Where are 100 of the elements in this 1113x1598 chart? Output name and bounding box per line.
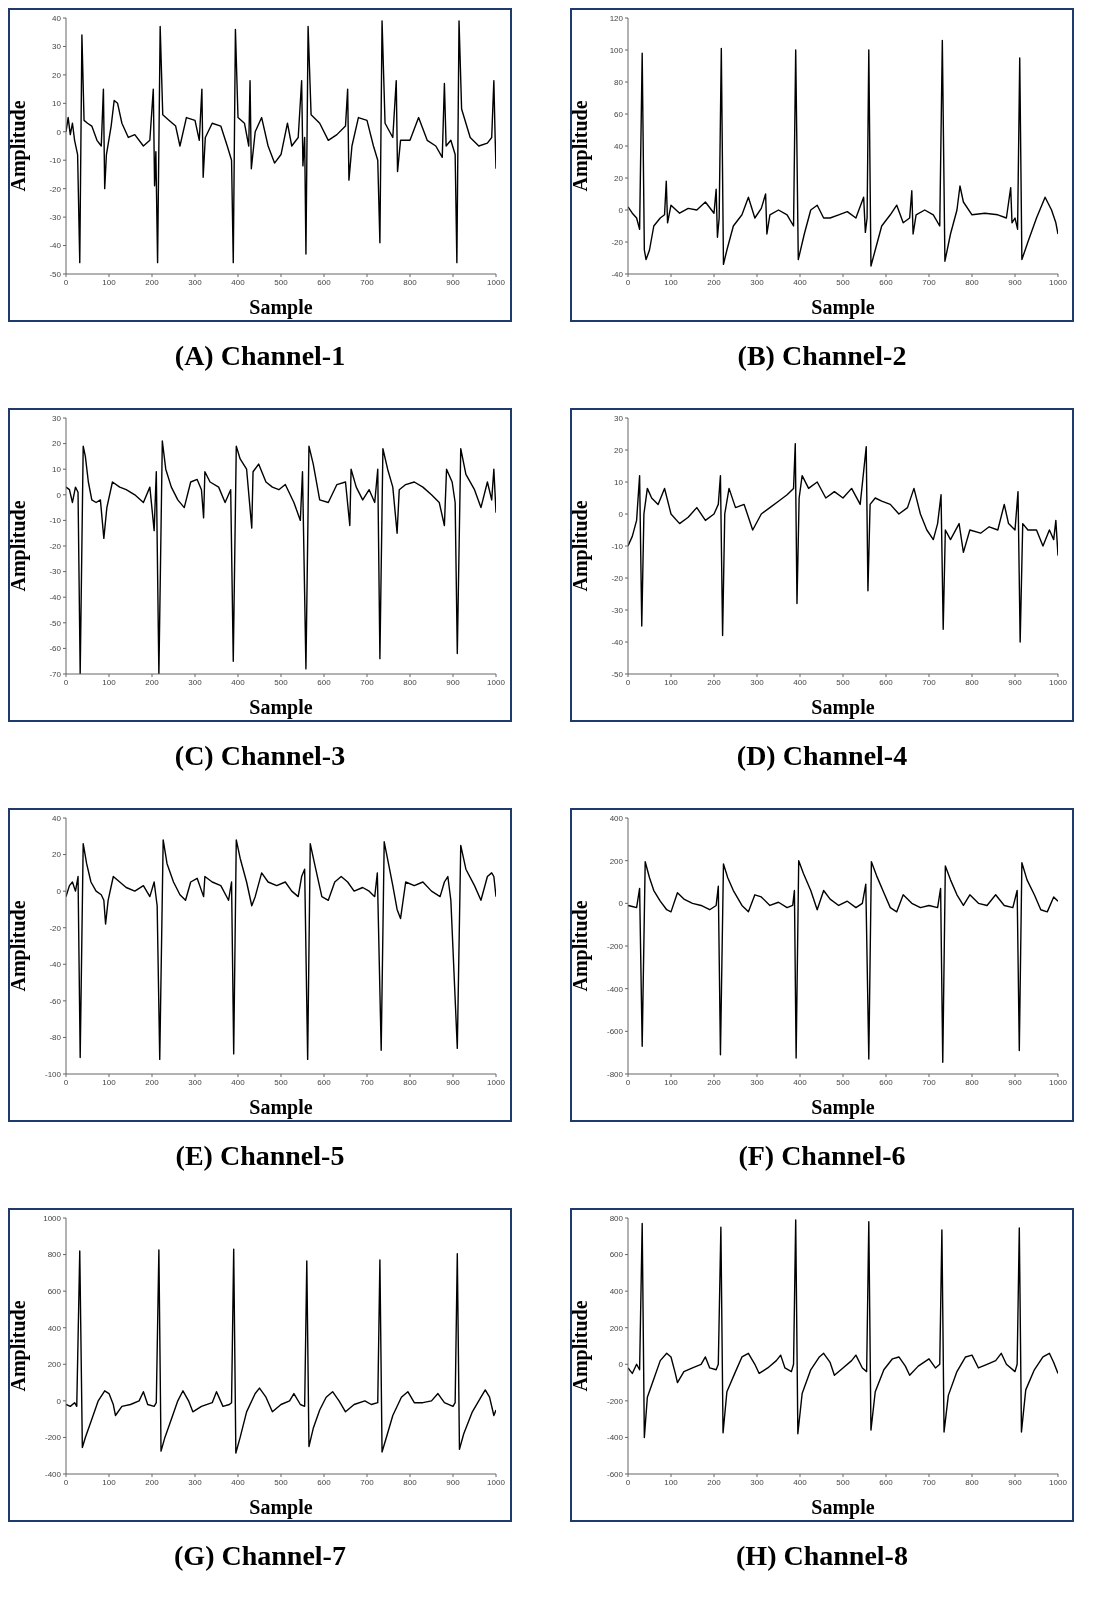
y-tick-label: 20 — [614, 445, 624, 455]
y-tick-label: -50 — [611, 669, 624, 679]
y-tick-label: -60 — [49, 996, 62, 1006]
x-tick-label: 800 — [965, 1477, 980, 1487]
y-tick-label: -10 — [49, 156, 62, 166]
text: (H) Channel-8 — [735, 1540, 909, 1573]
y-tick-label: 200 — [47, 1360, 62, 1370]
x-tick-label: 900 — [1008, 677, 1023, 687]
x-tick-label: 900 — [1008, 1077, 1023, 1087]
text: (A) Channel-1 — [173, 340, 347, 373]
x-tick-label: 600 — [317, 1477, 332, 1487]
y-tick-label: 30 — [52, 42, 62, 52]
y-tick-label: -400 — [44, 1469, 62, 1479]
y-axis-title: Amplitude — [569, 1300, 593, 1392]
x-tick-label: 400 — [793, 1477, 808, 1487]
y-tick-label: -100 — [44, 1069, 62, 1079]
y-tick-label: -40 — [49, 241, 62, 251]
y-axis-title: Amplitude — [7, 1300, 31, 1392]
x-tick-label: 0 — [63, 1077, 69, 1087]
y-tick-label: 100 — [609, 45, 624, 55]
x-tick-label: 0 — [625, 677, 631, 687]
x-tick-label: 300 — [188, 1477, 203, 1487]
x-tick-label: 200 — [145, 1477, 160, 1487]
x-tick-label: 0 — [63, 277, 69, 287]
x-tick-label: 900 — [446, 277, 461, 287]
x-tick-label: 800 — [403, 677, 418, 687]
y-tick-label: -10 — [49, 516, 62, 526]
y-tick-label: 0 — [56, 490, 62, 500]
y-tick-label: 10 — [52, 99, 62, 109]
x-tick-label: 400 — [231, 1077, 246, 1087]
x-axis-title: Sample — [249, 1096, 313, 1119]
x-tick-label: 1000 — [1049, 1477, 1068, 1487]
y-tick-label: -40 — [49, 593, 62, 603]
text: (C) Channel-3 — [173, 740, 347, 773]
x-tick-label: 700 — [360, 677, 375, 687]
x-tick-label: 1000 — [1049, 277, 1068, 287]
y-tick-label: -30 — [611, 605, 624, 615]
x-tick-label: 600 — [879, 277, 894, 287]
x-tick-label: 100 — [664, 1077, 679, 1087]
text: (D) Channel-4 — [735, 740, 909, 773]
y-tick-label: 120 — [609, 13, 624, 23]
x-tick-label: 400 — [231, 677, 246, 687]
line-series — [66, 20, 496, 264]
line-series — [628, 39, 1058, 267]
x-tick-label: 1000 — [1049, 1077, 1068, 1087]
y-tick-label: 10 — [614, 477, 624, 487]
x-tick-label: 400 — [793, 277, 808, 287]
y-tick-label: -20 — [49, 541, 62, 551]
y-tick-label: 0 — [618, 509, 624, 519]
x-tick-label: 100 — [102, 1077, 117, 1087]
x-axis-title: Sample — [811, 1496, 875, 1519]
y-tick-label: 1000 — [43, 1213, 62, 1223]
x-tick-label: 700 — [360, 277, 375, 287]
y-tick-label: 20 — [52, 850, 62, 860]
x-axis-title: Sample — [249, 696, 313, 719]
x-tick-label: 900 — [446, 1077, 461, 1087]
y-tick-label: 80 — [614, 77, 624, 87]
line-series — [66, 839, 496, 1061]
x-tick-label: 1000 — [487, 1477, 506, 1487]
x-tick-label: 300 — [750, 1077, 765, 1087]
y-tick-label: -10 — [611, 541, 624, 551]
text: (E) Channel-5 — [174, 1140, 346, 1173]
y-tick-label: -60 — [49, 644, 62, 654]
x-tick-label: 200 — [707, 677, 722, 687]
x-tick-label: 200 — [145, 1077, 160, 1087]
x-tick-label: 600 — [317, 1077, 332, 1087]
x-tick-label: 400 — [793, 677, 808, 687]
x-tick-label: 100 — [102, 1477, 117, 1487]
y-tick-label: -20 — [49, 923, 62, 933]
y-tick-label: 60 — [614, 109, 624, 119]
y-axis-title: Amplitude — [7, 900, 31, 992]
x-tick-label: 800 — [965, 677, 980, 687]
y-axis-title: Amplitude — [7, 500, 31, 592]
y-tick-label: 40 — [614, 141, 624, 151]
x-axis-title: Sample — [249, 296, 313, 319]
x-axis-title: Sample — [811, 296, 875, 319]
text: (B) Channel-2 — [736, 340, 908, 373]
y-tick-label: 40 — [52, 13, 62, 23]
x-tick-label: 100 — [102, 677, 117, 687]
x-tick-label: 1000 — [487, 277, 506, 287]
y-tick-label: 200 — [609, 1323, 624, 1333]
line-series — [628, 859, 1058, 1063]
x-tick-label: 1000 — [487, 1077, 506, 1087]
y-tick-label: 400 — [609, 813, 624, 823]
x-tick-label: 900 — [446, 1477, 461, 1487]
x-tick-label: 500 — [274, 1477, 289, 1487]
y-tick-label: 0 — [618, 1360, 624, 1370]
x-tick-label: 700 — [922, 277, 937, 287]
x-tick-label: 700 — [922, 1477, 937, 1487]
x-tick-label: 1000 — [1049, 677, 1068, 687]
x-tick-label: 500 — [274, 277, 289, 287]
x-tick-label: 100 — [664, 677, 679, 687]
x-tick-label: 800 — [403, 1077, 418, 1087]
x-tick-label: 500 — [836, 277, 851, 287]
x-tick-label: 600 — [879, 677, 894, 687]
y-tick-label: 0 — [56, 127, 62, 137]
x-tick-label: 500 — [836, 1077, 851, 1087]
x-tick-label: 100 — [664, 1477, 679, 1487]
x-tick-label: 200 — [707, 1477, 722, 1487]
x-tick-label: 500 — [274, 1077, 289, 1087]
